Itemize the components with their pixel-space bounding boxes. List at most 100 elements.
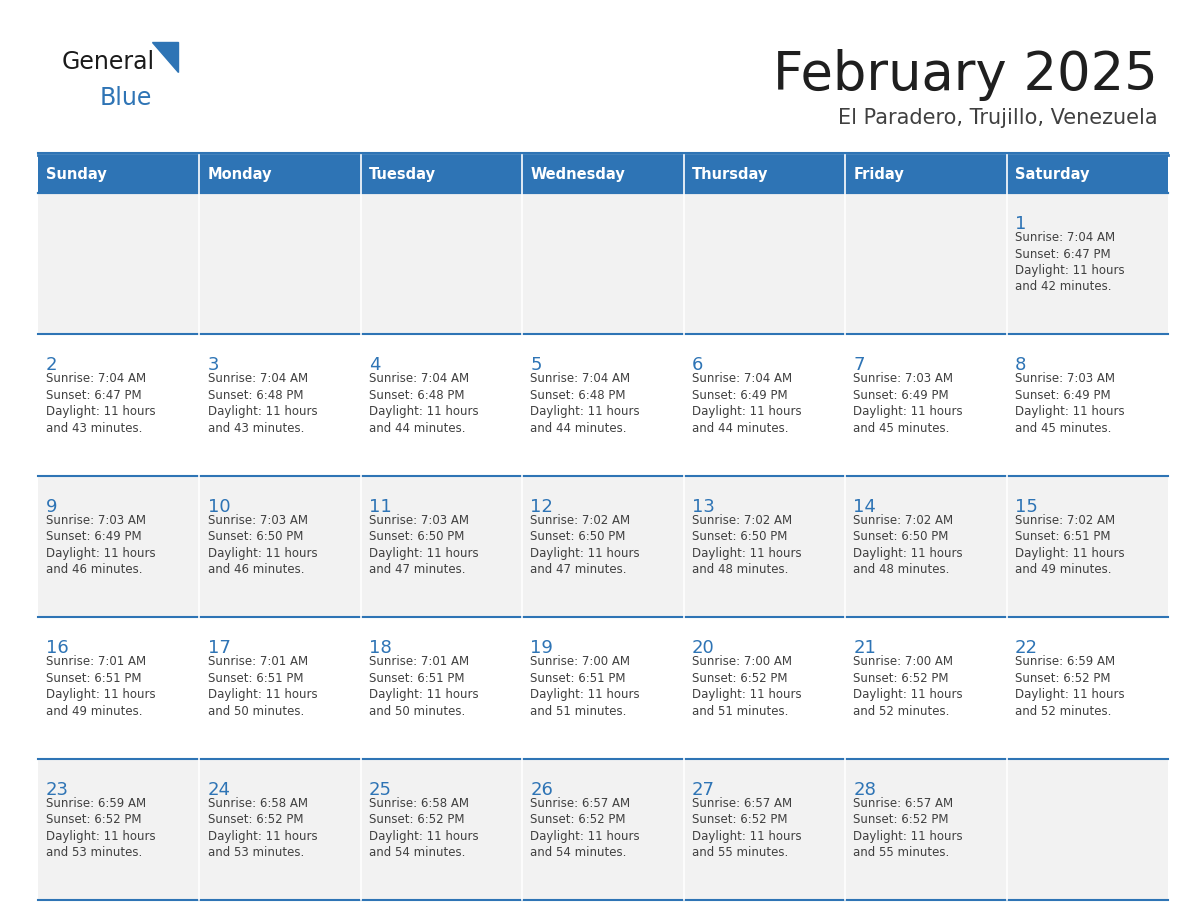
Text: Daylight: 11 hours: Daylight: 11 hours <box>46 688 156 701</box>
Text: 7: 7 <box>853 356 865 375</box>
Text: 4: 4 <box>369 356 380 375</box>
Bar <box>200 476 361 617</box>
Text: Sunrise: 7:01 AM: Sunrise: 7:01 AM <box>208 655 308 668</box>
Text: and 53 minutes.: and 53 minutes. <box>46 846 143 859</box>
Text: Daylight: 11 hours: Daylight: 11 hours <box>46 830 156 843</box>
Text: and 46 minutes.: and 46 minutes. <box>208 564 304 577</box>
Text: 25: 25 <box>369 780 392 799</box>
Text: 28: 28 <box>853 780 876 799</box>
Text: Sunrise: 7:02 AM: Sunrise: 7:02 AM <box>1015 514 1114 527</box>
Text: and 53 minutes.: and 53 minutes. <box>208 846 304 859</box>
Text: Sunset: 6:50 PM: Sunset: 6:50 PM <box>691 531 788 543</box>
Text: Sunset: 6:52 PM: Sunset: 6:52 PM <box>46 813 141 826</box>
Text: and 55 minutes.: and 55 minutes. <box>691 846 788 859</box>
Text: Daylight: 11 hours: Daylight: 11 hours <box>46 547 156 560</box>
Text: 15: 15 <box>1015 498 1037 516</box>
Text: Daylight: 11 hours: Daylight: 11 hours <box>853 830 962 843</box>
Text: Daylight: 11 hours: Daylight: 11 hours <box>530 406 640 419</box>
Text: 13: 13 <box>691 498 715 516</box>
Text: Sunrise: 6:58 AM: Sunrise: 6:58 AM <box>369 797 469 810</box>
Text: 27: 27 <box>691 780 715 799</box>
Text: Daylight: 11 hours: Daylight: 11 hours <box>853 406 962 419</box>
Bar <box>845 155 1006 193</box>
Text: and 55 minutes.: and 55 minutes. <box>853 846 949 859</box>
Text: Daylight: 11 hours: Daylight: 11 hours <box>853 547 962 560</box>
Text: and 48 minutes.: and 48 minutes. <box>853 564 949 577</box>
Text: Sunrise: 6:57 AM: Sunrise: 6:57 AM <box>691 797 792 810</box>
Text: and 47 minutes.: and 47 minutes. <box>369 564 466 577</box>
Bar <box>845 334 1006 476</box>
Text: 22: 22 <box>1015 639 1037 657</box>
Text: Daylight: 11 hours: Daylight: 11 hours <box>46 406 156 419</box>
Text: Sunset: 6:52 PM: Sunset: 6:52 PM <box>530 813 626 826</box>
Text: Sunset: 6:47 PM: Sunset: 6:47 PM <box>46 389 141 402</box>
Text: Sunrise: 7:02 AM: Sunrise: 7:02 AM <box>853 514 953 527</box>
Text: 5: 5 <box>530 356 542 375</box>
Text: Sunset: 6:49 PM: Sunset: 6:49 PM <box>691 389 788 402</box>
Text: Sunrise: 6:57 AM: Sunrise: 6:57 AM <box>853 797 953 810</box>
Text: Sunset: 6:48 PM: Sunset: 6:48 PM <box>530 389 626 402</box>
Text: Daylight: 11 hours: Daylight: 11 hours <box>691 406 802 419</box>
Text: Sunset: 6:51 PM: Sunset: 6:51 PM <box>369 672 465 685</box>
Text: Sunday: Sunday <box>46 166 107 182</box>
Text: Sunrise: 6:58 AM: Sunrise: 6:58 AM <box>208 797 308 810</box>
Bar <box>1006 476 1168 617</box>
Text: 20: 20 <box>691 639 714 657</box>
Text: Daylight: 11 hours: Daylight: 11 hours <box>530 688 640 701</box>
Text: Sunrise: 7:04 AM: Sunrise: 7:04 AM <box>369 373 469 386</box>
Text: Daylight: 11 hours: Daylight: 11 hours <box>208 547 317 560</box>
Text: Sunset: 6:51 PM: Sunset: 6:51 PM <box>46 672 141 685</box>
Text: Sunrise: 7:00 AM: Sunrise: 7:00 AM <box>853 655 953 668</box>
Text: 14: 14 <box>853 498 876 516</box>
Bar <box>523 155 684 193</box>
Text: and 52 minutes.: and 52 minutes. <box>853 705 949 718</box>
Bar <box>845 617 1006 758</box>
Text: Sunrise: 7:01 AM: Sunrise: 7:01 AM <box>369 655 469 668</box>
Text: Sunrise: 7:02 AM: Sunrise: 7:02 AM <box>691 514 792 527</box>
Text: Sunrise: 7:04 AM: Sunrise: 7:04 AM <box>530 373 631 386</box>
Bar <box>200 155 361 193</box>
Bar <box>523 617 684 758</box>
Bar <box>684 476 845 617</box>
Text: Sunset: 6:52 PM: Sunset: 6:52 PM <box>691 813 788 826</box>
Bar <box>684 155 845 193</box>
Text: Sunset: 6:50 PM: Sunset: 6:50 PM <box>530 531 626 543</box>
Text: Daylight: 11 hours: Daylight: 11 hours <box>691 688 802 701</box>
Bar <box>361 758 523 900</box>
Text: Sunset: 6:52 PM: Sunset: 6:52 PM <box>853 813 949 826</box>
Bar <box>523 334 684 476</box>
Text: Blue: Blue <box>100 86 152 110</box>
Bar <box>200 617 361 758</box>
Text: Wednesday: Wednesday <box>530 166 625 182</box>
Text: Sunset: 6:51 PM: Sunset: 6:51 PM <box>1015 531 1110 543</box>
Text: Sunset: 6:49 PM: Sunset: 6:49 PM <box>46 531 141 543</box>
Text: Sunrise: 7:03 AM: Sunrise: 7:03 AM <box>208 514 308 527</box>
Text: and 49 minutes.: and 49 minutes. <box>1015 564 1111 577</box>
Bar <box>1006 758 1168 900</box>
Text: 19: 19 <box>530 639 554 657</box>
Text: Daylight: 11 hours: Daylight: 11 hours <box>1015 264 1124 277</box>
Bar <box>38 155 200 193</box>
Text: Sunrise: 7:04 AM: Sunrise: 7:04 AM <box>208 373 308 386</box>
Text: Sunset: 6:49 PM: Sunset: 6:49 PM <box>853 389 949 402</box>
Text: 21: 21 <box>853 639 876 657</box>
Text: Thursday: Thursday <box>691 166 769 182</box>
Text: Sunrise: 6:59 AM: Sunrise: 6:59 AM <box>1015 655 1114 668</box>
Bar <box>200 758 361 900</box>
Text: Daylight: 11 hours: Daylight: 11 hours <box>691 830 802 843</box>
Text: Sunset: 6:52 PM: Sunset: 6:52 PM <box>208 813 303 826</box>
Text: Saturday: Saturday <box>1015 166 1089 182</box>
Bar <box>200 193 361 334</box>
Text: and 46 minutes.: and 46 minutes. <box>46 564 143 577</box>
Text: and 54 minutes.: and 54 minutes. <box>530 846 627 859</box>
Text: 3: 3 <box>208 356 219 375</box>
Text: and 44 minutes.: and 44 minutes. <box>369 422 466 435</box>
Bar <box>684 617 845 758</box>
Text: Sunset: 6:52 PM: Sunset: 6:52 PM <box>853 672 949 685</box>
Text: Sunrise: 7:02 AM: Sunrise: 7:02 AM <box>530 514 631 527</box>
Bar <box>38 758 200 900</box>
Text: and 51 minutes.: and 51 minutes. <box>691 705 788 718</box>
Text: Sunrise: 6:57 AM: Sunrise: 6:57 AM <box>530 797 631 810</box>
Text: 10: 10 <box>208 498 230 516</box>
Text: 6: 6 <box>691 356 703 375</box>
